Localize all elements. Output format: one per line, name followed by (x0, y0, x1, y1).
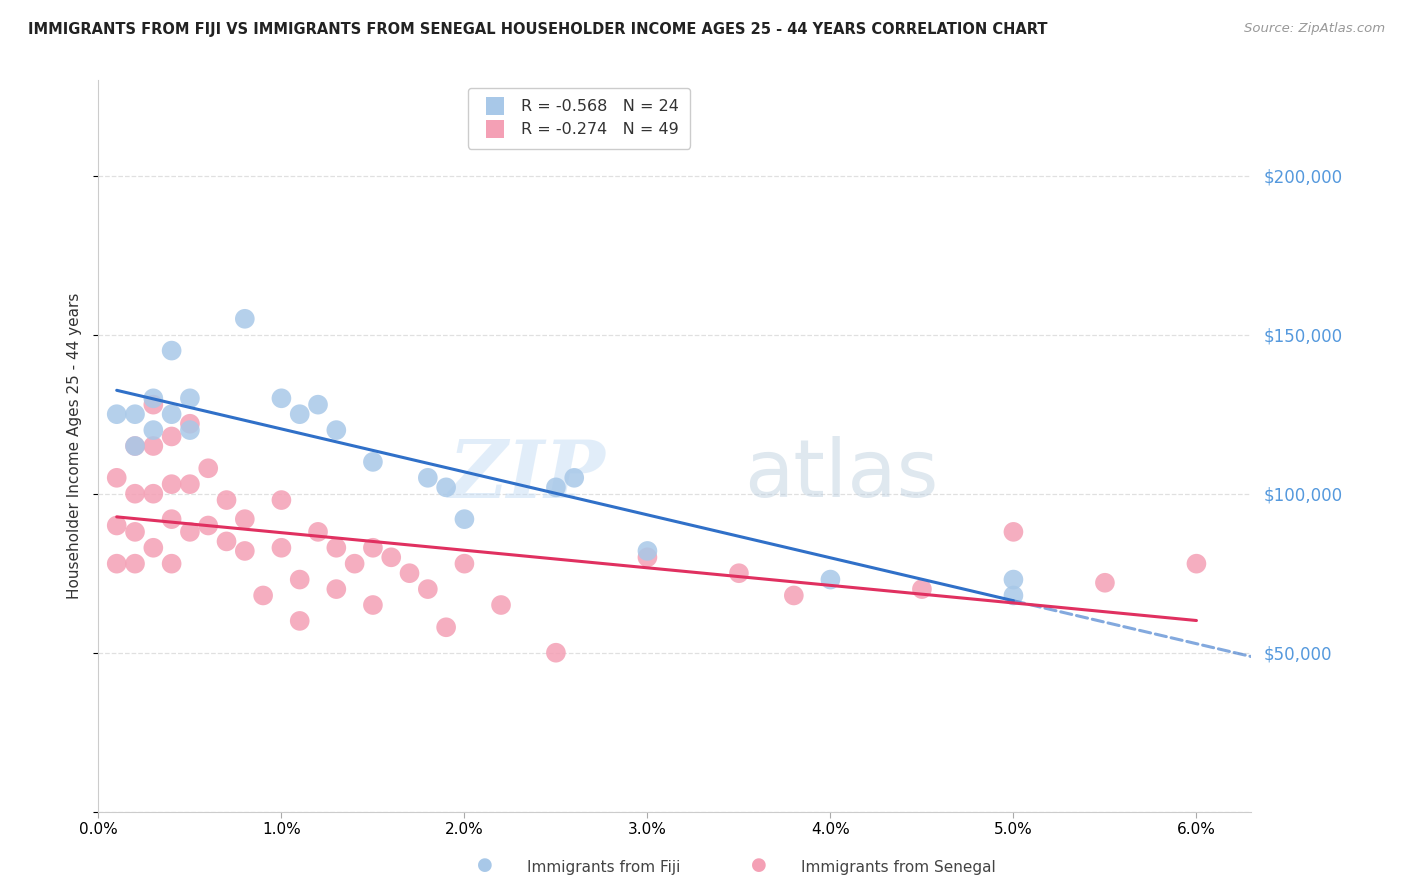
Point (142, 423, 165, 437)
Point (270, 493, 292, 508)
Point (434, 620, 457, 634)
Point (160, 343, 183, 358)
Point (288, 614, 311, 628)
Point (1185, 557, 1208, 571)
Point (728, 566, 751, 581)
Point (179, 477, 201, 491)
Point (270, 541, 292, 555)
Point (361, 455, 384, 469)
Point (1002, 573, 1025, 587)
Point (636, 550, 658, 565)
Point (1094, 575, 1116, 590)
Y-axis label: Householder Income Ages 25 - 44 years: Householder Income Ages 25 - 44 years (67, 293, 83, 599)
Point (197, 461, 219, 475)
Point (179, 524, 201, 539)
Point (361, 541, 384, 555)
Text: Immigrants from Fiji: Immigrants from Fiji (527, 861, 681, 875)
Point (416, 582, 439, 596)
Point (288, 573, 311, 587)
Point (636, 544, 658, 558)
Text: atlas: atlas (744, 436, 938, 515)
Point (197, 518, 219, 533)
Point (233, 311, 256, 326)
Point (142, 541, 165, 555)
Point (160, 557, 183, 571)
Text: Immigrants from Senegal: Immigrants from Senegal (801, 861, 997, 875)
Point (416, 471, 439, 485)
Point (307, 398, 329, 412)
Point (124, 524, 146, 539)
Point (179, 423, 201, 437)
Point (160, 407, 183, 421)
Point (105, 471, 128, 485)
Point (1002, 524, 1025, 539)
Point (307, 524, 329, 539)
Point (398, 566, 420, 581)
Point (380, 550, 402, 565)
Point (562, 471, 585, 485)
Point (179, 392, 201, 406)
Point (179, 417, 201, 431)
Point (124, 557, 146, 571)
Point (124, 439, 146, 453)
Point (142, 439, 165, 453)
Point (453, 512, 475, 526)
Point (911, 582, 934, 596)
Point (124, 439, 146, 453)
Point (544, 480, 567, 494)
Point (252, 589, 274, 603)
Point (325, 423, 347, 437)
Point (233, 512, 256, 526)
Point (325, 582, 347, 596)
Point (544, 646, 567, 660)
Point (325, 541, 347, 555)
Text: ZIP: ZIP (449, 436, 606, 514)
Text: Source: ZipAtlas.com: Source: ZipAtlas.com (1244, 22, 1385, 36)
Point (288, 407, 311, 421)
Text: ●: ● (751, 856, 768, 874)
Point (215, 534, 238, 549)
Point (434, 480, 457, 494)
Point (343, 557, 366, 571)
Point (124, 407, 146, 421)
Legend: R = -0.568   N = 24, R = -0.274   N = 49: R = -0.568 N = 24, R = -0.274 N = 49 (468, 88, 690, 149)
Point (160, 477, 183, 491)
Point (783, 589, 806, 603)
Point (142, 392, 165, 406)
Point (215, 493, 238, 508)
Point (142, 486, 165, 500)
Point (105, 407, 128, 421)
Point (124, 486, 146, 500)
Point (1002, 589, 1025, 603)
Point (820, 573, 842, 587)
Point (160, 512, 183, 526)
Text: IMMIGRANTS FROM FIJI VS IMMIGRANTS FROM SENEGAL HOUSEHOLDER INCOME AGES 25 - 44 : IMMIGRANTS FROM FIJI VS IMMIGRANTS FROM … (28, 22, 1047, 37)
Point (270, 392, 292, 406)
Point (105, 518, 128, 533)
Text: ●: ● (477, 856, 494, 874)
Point (489, 598, 512, 612)
Point (160, 429, 183, 443)
Point (142, 398, 165, 412)
Point (233, 544, 256, 558)
Point (105, 557, 128, 571)
Point (453, 557, 475, 571)
Point (361, 598, 384, 612)
